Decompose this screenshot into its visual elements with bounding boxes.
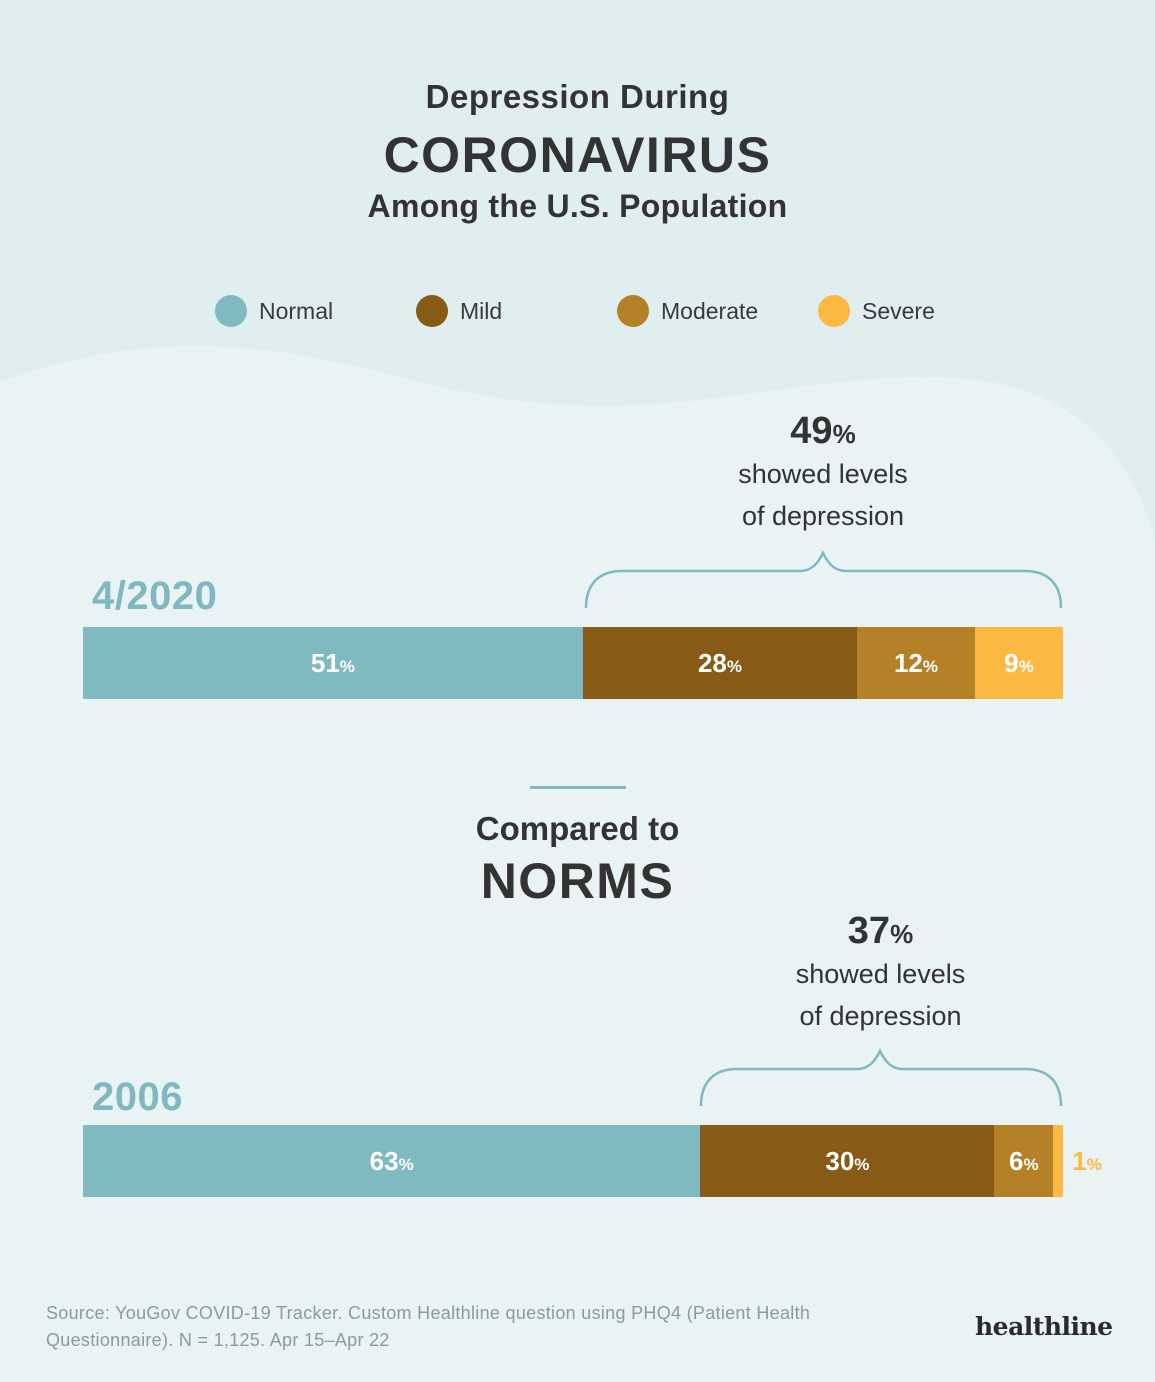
callout-2006-text-1: showed levels [795, 959, 966, 989]
bar-label-normal: 63% [369, 1146, 414, 1176]
legend-item-severe: Severe [818, 294, 935, 328]
legend-swatch-mild [416, 295, 448, 327]
legend-item-moderate: Moderate [617, 294, 758, 328]
legend-item-mild: Mild [416, 294, 502, 328]
bar-label-severe: 1% [1072, 1146, 1102, 1176]
callout-2020-percent: % [832, 419, 856, 449]
bar-label-mild: 30% [825, 1146, 870, 1176]
title-main: CORONAVIRUS [383, 127, 772, 183]
stacked-bar-2006: 63% 30% 6% 1% [83, 1125, 1102, 1197]
bar-segment-mild [582, 627, 858, 699]
callout-2020-text-2: of depression [741, 501, 905, 531]
legend-label-moderate: Moderate [661, 297, 759, 324]
year-label-2020: 4/2020 [92, 574, 218, 618]
callout-2020-text-1: showed levels [738, 459, 908, 489]
legend-swatch-normal [215, 295, 247, 327]
bar-segment-moderate [857, 627, 975, 699]
callout-2020-value: 49 [790, 410, 833, 452]
callout-2020: 49% showed levels of depression [583, 410, 1063, 537]
bar-label-moderate: 6% [1008, 1146, 1039, 1176]
bar-label-severe: 9% [1004, 648, 1034, 678]
callout-2006-percent: % [890, 919, 914, 949]
bar-segment-moderate [994, 1125, 1054, 1197]
title-line-1: Depression During [425, 78, 730, 115]
healthline-logo: healthline [975, 1312, 1113, 1341]
section-divider [530, 786, 626, 789]
bar-label-mild: 28% [697, 648, 743, 678]
bar-segment-normal [83, 627, 583, 699]
bar-label-normal: 51% [310, 648, 355, 678]
legend-swatch-moderate [617, 295, 649, 327]
title-subtitle: Among the U.S. Population [367, 188, 788, 224]
bracket-2006-path [699, 1048, 1063, 1107]
source-note: Source: YouGov COVID-19 Tracker. Custom … [46, 1303, 811, 1350]
bracket-2020-path [584, 550, 1063, 609]
callout-2006: 37% showed levels of depression [698, 910, 1063, 1037]
comparison-heading: Compared to [475, 810, 680, 847]
legend-label-severe: Severe [862, 297, 935, 324]
legend-label-normal: Normal [259, 297, 334, 324]
stacked-bar-2020: 51% 28% 12% 9% [83, 627, 1063, 699]
comparison-title: NORMS [480, 853, 675, 909]
bar-label-moderate: 12% [893, 648, 938, 678]
callout-2006-value: 37 [847, 910, 891, 952]
legend-swatch-severe [818, 295, 850, 327]
year-label-2006: 2006 [92, 1075, 183, 1119]
legend-label-mild: Mild [460, 297, 503, 324]
bar-segment-normal [83, 1125, 701, 1197]
bar-segment-severe [1053, 1125, 1063, 1197]
callout-2006-text-2: of depression [799, 1001, 962, 1031]
bar-segment-severe [974, 627, 1063, 699]
bar-segment-mild [700, 1125, 995, 1197]
legend-item-normal: Normal [215, 294, 333, 328]
